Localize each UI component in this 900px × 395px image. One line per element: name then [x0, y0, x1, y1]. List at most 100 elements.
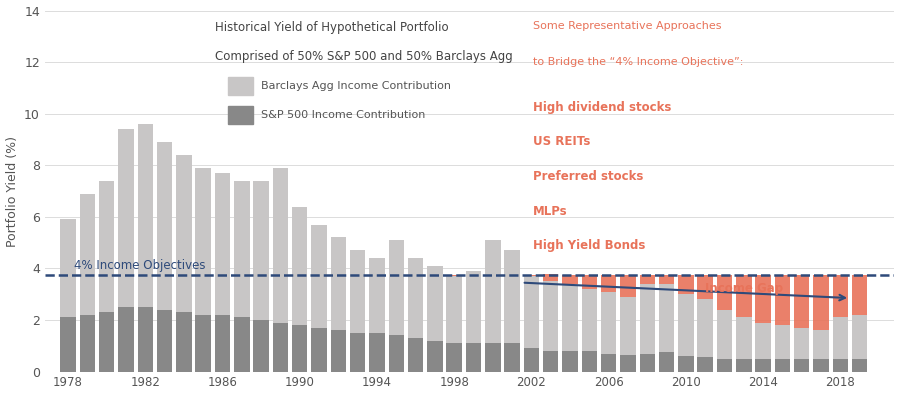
Bar	[60, 220, 76, 318]
Bar	[601, 292, 617, 354]
Bar	[755, 323, 771, 359]
Bar	[659, 352, 674, 372]
Bar	[157, 310, 172, 372]
Bar	[620, 297, 635, 355]
Bar	[852, 359, 868, 372]
Bar	[698, 357, 713, 372]
Bar	[292, 207, 308, 325]
Bar	[330, 330, 346, 372]
Bar	[601, 354, 617, 372]
Bar	[775, 325, 790, 359]
Text: Comprised of 50% S&P 500 and 50% Barclays Agg: Comprised of 50% S&P 500 and 50% Barclay…	[215, 50, 512, 63]
Bar	[195, 315, 211, 372]
Bar	[581, 275, 597, 289]
Bar	[659, 284, 674, 352]
Bar	[369, 258, 384, 333]
Bar	[794, 359, 809, 372]
Bar	[562, 284, 578, 351]
Bar	[138, 307, 153, 372]
Bar	[852, 315, 868, 359]
Bar	[562, 351, 578, 372]
Bar	[794, 275, 809, 328]
Bar	[736, 318, 752, 359]
Bar	[755, 359, 771, 372]
Text: High dividend stocks: High dividend stocks	[534, 101, 671, 114]
Bar	[485, 240, 500, 343]
Bar	[504, 250, 520, 343]
Bar	[350, 333, 365, 372]
Y-axis label: Portfolio Yield (%): Portfolio Yield (%)	[5, 135, 19, 246]
Bar	[814, 275, 829, 330]
Bar	[755, 275, 771, 323]
Bar	[389, 335, 404, 372]
Bar	[832, 275, 848, 318]
Text: Income Gap: Income Gap	[706, 282, 783, 295]
Bar	[581, 351, 597, 372]
Bar	[524, 275, 539, 276]
Bar	[428, 340, 443, 372]
Bar	[369, 333, 384, 372]
Bar	[118, 307, 134, 372]
Bar	[215, 315, 230, 372]
Bar	[698, 275, 713, 299]
Bar	[814, 330, 829, 359]
Bar	[79, 194, 95, 315]
Bar	[562, 275, 578, 284]
Bar	[273, 168, 288, 323]
Bar	[466, 271, 482, 343]
Bar	[330, 237, 346, 330]
Bar	[640, 275, 655, 284]
Bar	[254, 320, 269, 372]
Bar	[620, 275, 635, 297]
Bar	[311, 225, 327, 328]
Text: MLPs: MLPs	[534, 205, 568, 218]
Bar	[794, 328, 809, 359]
Text: Historical Yield of Hypothetical Portfolio: Historical Yield of Hypothetical Portfol…	[215, 21, 448, 34]
Bar	[195, 168, 211, 315]
Bar	[504, 343, 520, 372]
Bar	[640, 284, 655, 354]
Text: High Yield Bonds: High Yield Bonds	[534, 239, 645, 252]
Bar	[814, 359, 829, 372]
Bar	[428, 266, 443, 340]
Bar	[832, 359, 848, 372]
Bar	[176, 155, 192, 312]
Bar	[446, 276, 462, 343]
Bar	[350, 250, 365, 333]
Bar	[775, 275, 790, 325]
Bar	[524, 348, 539, 372]
Bar	[698, 299, 713, 357]
Bar	[601, 275, 617, 292]
Bar	[524, 276, 539, 348]
Bar	[659, 275, 674, 284]
Bar	[775, 359, 790, 372]
Text: Barclays Agg Income Contribution: Barclays Agg Income Contribution	[262, 81, 452, 91]
Bar	[157, 142, 172, 310]
Bar	[254, 181, 269, 320]
Bar	[543, 281, 559, 351]
Bar	[60, 318, 76, 372]
Bar	[679, 356, 694, 372]
FancyBboxPatch shape	[228, 77, 253, 96]
Text: Some Representative Approaches: Some Representative Approaches	[534, 21, 722, 31]
Bar	[234, 318, 249, 372]
Bar	[581, 289, 597, 351]
Bar	[852, 275, 868, 315]
Text: Preferred stocks: Preferred stocks	[534, 170, 643, 183]
Bar	[446, 275, 462, 276]
FancyBboxPatch shape	[228, 106, 253, 124]
Bar	[716, 359, 733, 372]
Bar	[389, 240, 404, 335]
Bar	[99, 312, 114, 372]
Bar	[543, 351, 559, 372]
Bar	[234, 181, 249, 318]
Bar	[736, 359, 752, 372]
Bar	[311, 328, 327, 372]
Bar	[640, 354, 655, 372]
Bar	[679, 294, 694, 356]
Bar	[620, 355, 635, 372]
Bar	[408, 258, 423, 338]
Bar	[679, 275, 694, 294]
Bar	[138, 124, 153, 307]
Bar	[176, 312, 192, 372]
